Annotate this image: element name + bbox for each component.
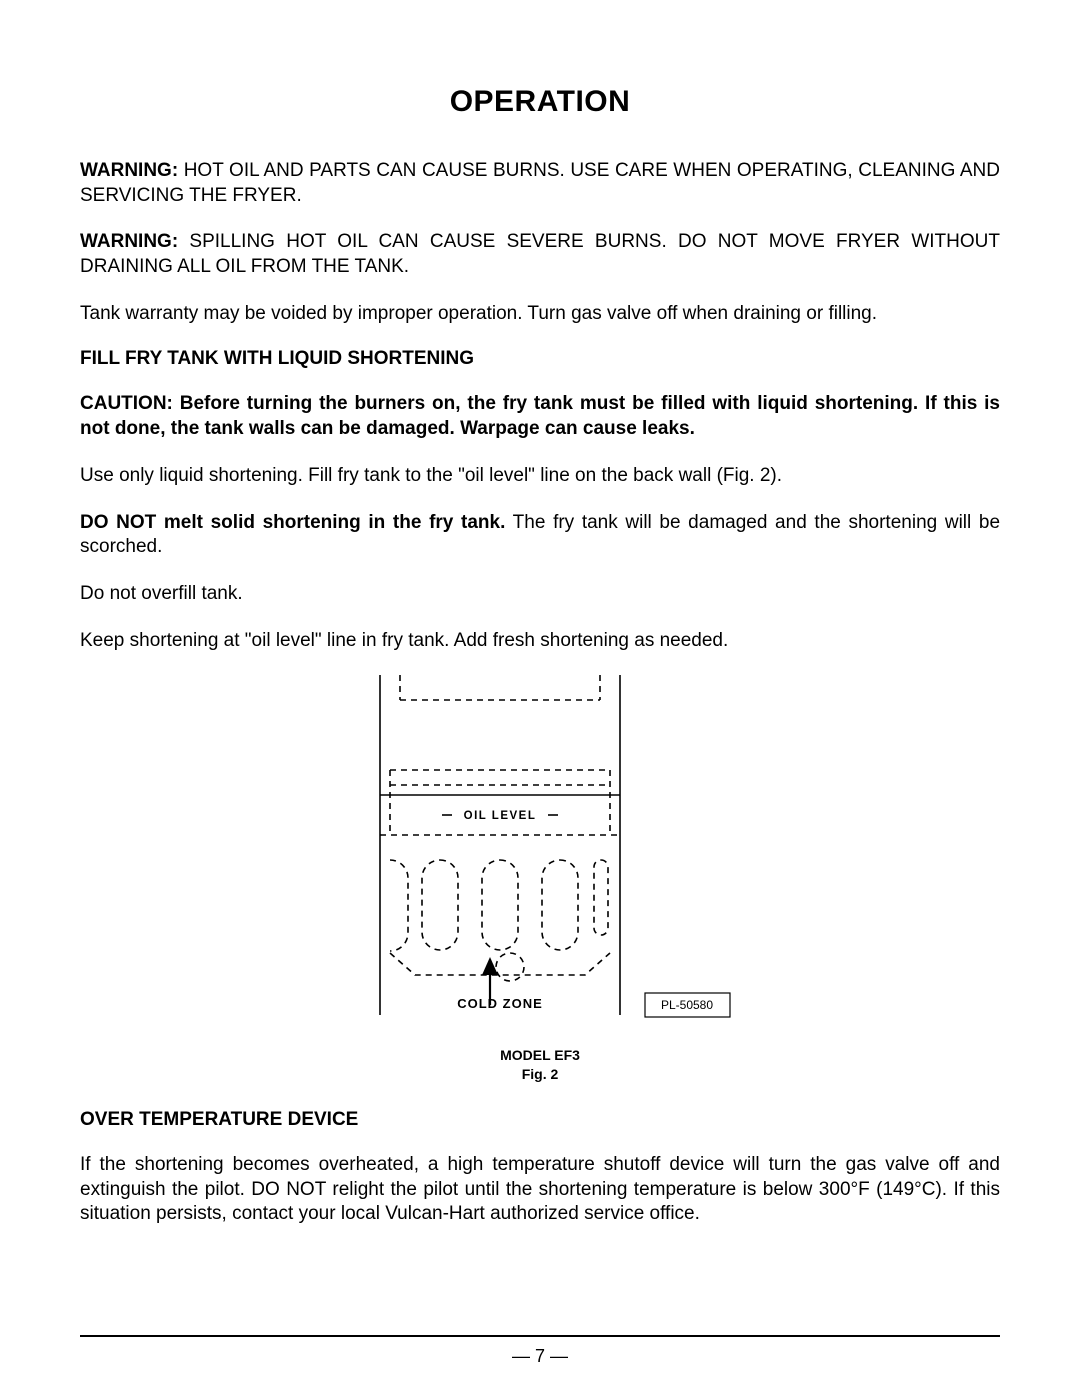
- p-otd: If the shortening becomes overheated, a …: [80, 1153, 1000, 1227]
- page-title: OPERATION: [80, 85, 1000, 119]
- cold-zone-label: COLD ZONE: [457, 996, 543, 1011]
- warning-2: WARNING: SPILLING HOT OIL CAN CAUSE SEVE…: [80, 230, 1000, 279]
- warning-1-text: HOT OIL AND PARTS CAN CAUSE BURNS. USE C…: [80, 160, 1000, 206]
- warning-1: WARNING: HOT OIL AND PARTS CAN CAUSE BUR…: [80, 159, 1000, 208]
- footer-rule: [80, 1335, 1000, 1337]
- warranty-note: Tank warranty may be voided by improper …: [80, 302, 1000, 327]
- p-do-not-melt-label: DO NOT melt solid shortening in the fry …: [80, 512, 505, 533]
- figure-caption: MODEL EF3 Fig. 2: [340, 1046, 740, 1084]
- warning-2-label: WARNING:: [80, 231, 178, 252]
- p-keep-level: Keep shortening at "oil level" line in f…: [80, 629, 1000, 654]
- page-number: — 7 —: [0, 1346, 1080, 1367]
- figure-number: Fig. 2: [522, 1066, 559, 1082]
- warning-1-label: WARNING:: [80, 160, 178, 181]
- oil-level-label: OIL LEVEL: [464, 810, 537, 822]
- fryer-diagram-svg: OIL LEVEL COLD ZONE PL-50580: [340, 675, 740, 1035]
- section-heading-fill: FILL FRY TANK WITH LIQUID SHORTENING: [80, 348, 1000, 370]
- pl-number: PL-50580: [661, 998, 713, 1012]
- p-overfill: Do not overfill tank.: [80, 582, 1000, 607]
- warning-2-text: SPILLING HOT OIL CAN CAUSE SEVERE BURNS.…: [80, 231, 1000, 277]
- section-heading-otd: OVER TEMPERATURE DEVICE: [80, 1109, 1000, 1131]
- figure-2: OIL LEVEL COLD ZONE PL-50580 MODEL EF3 F…: [80, 675, 1000, 1084]
- caution-fill: CAUTION: Before turning the burners on, …: [80, 392, 1000, 441]
- p-use-only: Use only liquid shortening. Fill fry tan…: [80, 464, 1000, 489]
- p-do-not-melt: DO NOT melt solid shortening in the fry …: [80, 511, 1000, 560]
- figure-model: MODEL EF3: [500, 1047, 580, 1063]
